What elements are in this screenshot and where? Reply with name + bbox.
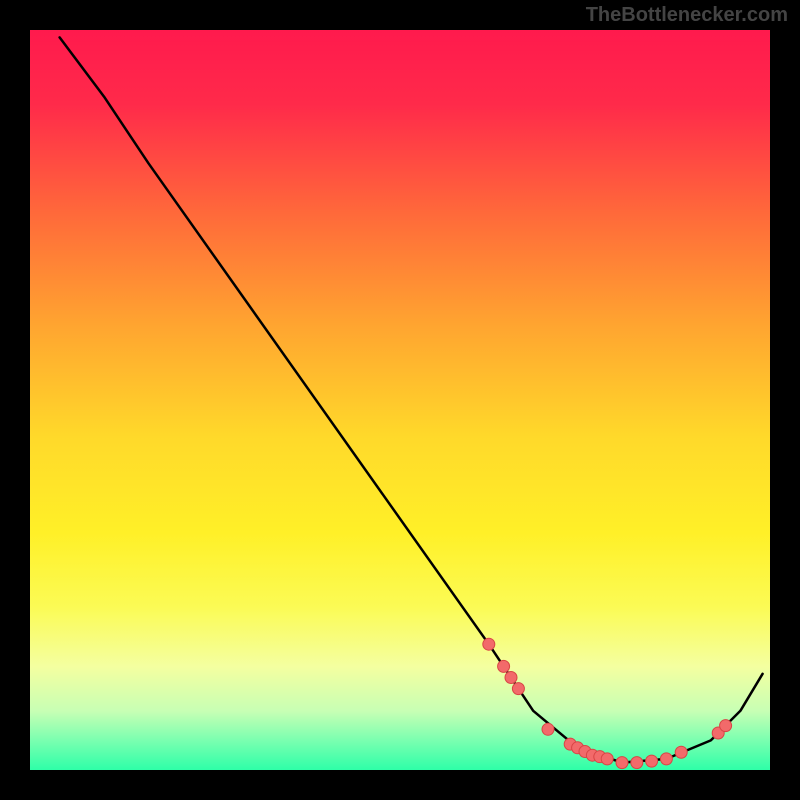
data-marker <box>512 683 524 695</box>
gradient-background <box>30 30 770 770</box>
data-marker <box>616 757 628 769</box>
data-marker <box>675 746 687 758</box>
data-marker <box>542 723 554 735</box>
data-marker <box>660 753 672 765</box>
data-marker <box>505 672 517 684</box>
chart-svg <box>30 30 770 770</box>
data-marker <box>631 757 643 769</box>
chart-container: TheBottlenecker.com <box>0 0 800 800</box>
data-marker <box>601 753 613 765</box>
data-marker <box>498 660 510 672</box>
watermark-text: TheBottlenecker.com <box>586 4 788 27</box>
data-marker <box>646 755 658 767</box>
data-marker <box>483 638 495 650</box>
plot-area <box>30 30 770 770</box>
data-marker <box>720 720 732 732</box>
